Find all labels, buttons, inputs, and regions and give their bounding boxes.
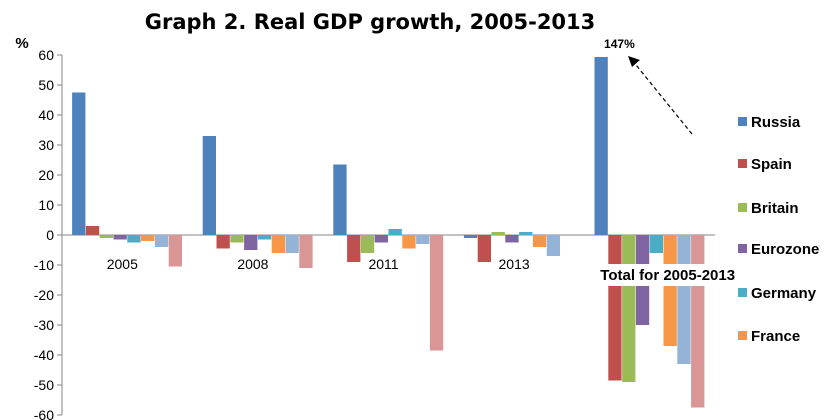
x-category-label: Total for 2005-2013 xyxy=(600,267,735,284)
chart-title: Graph 2. Real GDP growth, 2005-2013 xyxy=(145,10,596,34)
bar xyxy=(230,235,244,243)
y-tick-label: 40 xyxy=(38,107,54,123)
annotation-label: 147% xyxy=(604,37,635,51)
bar xyxy=(141,235,155,241)
y-tick-label: 20 xyxy=(38,167,54,183)
bar xyxy=(463,235,478,238)
y-tick-label: -10 xyxy=(34,257,54,273)
annotation-arrowhead xyxy=(628,56,640,67)
legend-label: Eurozone xyxy=(751,241,819,258)
bar xyxy=(663,235,677,346)
legend-swatch xyxy=(738,331,747,340)
y-tick-label: 50 xyxy=(38,77,54,93)
bar xyxy=(333,164,347,235)
legend-swatch xyxy=(738,117,747,126)
y-tick-label: -20 xyxy=(34,287,54,303)
bar xyxy=(374,235,388,243)
bar xyxy=(649,235,663,253)
y-tick-label: 30 xyxy=(38,137,54,153)
bar xyxy=(429,235,444,351)
legend-swatch xyxy=(738,288,747,297)
bar xyxy=(299,235,313,268)
y-axis-unit: % xyxy=(15,35,28,52)
legend-label: Spain xyxy=(751,156,792,173)
legend-swatch xyxy=(738,244,747,253)
total-label-backing xyxy=(567,264,732,286)
x-category-label: 2011 xyxy=(368,256,398,272)
annotations: 147% xyxy=(604,37,693,135)
bar xyxy=(85,226,100,235)
bar xyxy=(491,232,505,235)
bar xyxy=(519,232,533,235)
legend-swatch xyxy=(738,203,747,212)
y-tick-label: -60 xyxy=(34,407,54,420)
legend-label: France xyxy=(751,328,800,345)
legend: Russia Spain Britain Eurozone Germany France xyxy=(738,114,819,345)
bar xyxy=(168,235,182,267)
legend-swatch xyxy=(738,159,747,168)
bar xyxy=(691,235,705,408)
legend-label: Germany xyxy=(751,285,817,302)
bar xyxy=(216,235,230,249)
y-tick-label: -30 xyxy=(34,317,54,333)
bar xyxy=(127,235,141,243)
y-axis: 60 50 40 30 20 10 0 -10 -20 -30 -40 -50 -60 xyxy=(34,47,715,420)
bar xyxy=(388,229,402,235)
x-category-label: 2008 xyxy=(237,256,268,272)
y-tick-label: -40 xyxy=(34,347,54,363)
legend-label: Britain xyxy=(751,200,799,217)
bar xyxy=(154,235,169,247)
x-axis-labels: 2005 2008 2011 2013 Total for 2005-2013 xyxy=(107,256,735,286)
y-tick-label: 60 xyxy=(38,47,54,63)
x-category-label: 2013 xyxy=(499,256,530,272)
bar xyxy=(285,235,299,253)
x-category-label: 2005 xyxy=(107,256,138,272)
bar xyxy=(532,235,547,247)
legend-label: Russia xyxy=(751,114,801,131)
y-tick-label: 10 xyxy=(38,197,54,213)
bar xyxy=(99,235,113,238)
bar xyxy=(257,235,272,240)
bar xyxy=(402,235,416,249)
bars xyxy=(72,57,705,408)
bar xyxy=(677,235,691,364)
annotation-arrow xyxy=(631,59,693,135)
bar xyxy=(546,235,560,256)
bar xyxy=(113,235,127,240)
bar xyxy=(608,235,622,381)
bar xyxy=(72,92,86,235)
y-tick-label: -50 xyxy=(34,377,54,393)
bar xyxy=(360,235,375,253)
bar xyxy=(622,235,636,382)
bar xyxy=(416,235,430,244)
bar xyxy=(271,235,285,253)
bar xyxy=(594,57,608,235)
y-tick-label: 0 xyxy=(46,227,54,243)
bar xyxy=(505,235,519,243)
bar xyxy=(477,235,491,262)
bar xyxy=(202,136,216,235)
bar xyxy=(347,235,361,262)
bar xyxy=(244,235,258,250)
